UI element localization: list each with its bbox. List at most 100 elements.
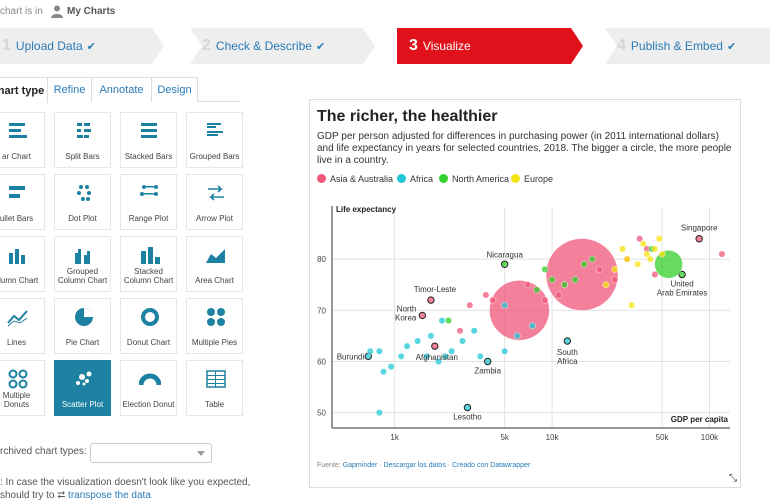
- source-link[interactable]: Gapminder: [342, 462, 378, 469]
- data-point: [533, 286, 541, 294]
- chart-type-label: Grouped Column Chart: [57, 267, 108, 285]
- folder-link[interactable]: My Charts: [67, 6, 116, 17]
- chart-type-tile[interactable]: Lines: [0, 298, 45, 354]
- point-label: Afghanistan: [416, 353, 458, 362]
- transpose-link[interactable]: transpose the data: [68, 490, 151, 501]
- sidebar-tabs: Chart type Refine Annotate Design: [0, 77, 240, 103]
- tab-refine[interactable]: Refine: [47, 77, 92, 102]
- chart-type-tile[interactable]: ar Chart: [0, 112, 45, 168]
- data-point: [366, 347, 374, 355]
- chart-type-label: Stacked Bars: [124, 152, 173, 161]
- data-point: [387, 363, 395, 371]
- chart-type-label: Split Bars: [65, 152, 100, 161]
- chart-type-tile[interactable]: Area Chart: [186, 236, 243, 292]
- chart-type-label: ar Chart: [2, 152, 31, 161]
- chart-type-label: Multiple Pies: [191, 338, 238, 347]
- step-visualize[interactable]: 3 Visualize: [397, 28, 583, 64]
- chart-type-icon: [73, 121, 95, 141]
- chart-subtitle: GDP per person adjusted for differences …: [317, 131, 732, 166]
- scatter-plot: 50 60 70 80 1k 5k 10k 50k 100k Life expectancy GDP…: [317, 205, 730, 442]
- data-point: [548, 276, 556, 284]
- chart-type-tile[interactable]: Arrow Plot: [186, 174, 243, 230]
- chart-type-tile[interactable]: ullet Bars: [0, 174, 45, 230]
- chart-type-icon: [205, 183, 227, 203]
- data-point: [643, 250, 651, 258]
- chart-type-icon: [73, 369, 95, 389]
- y-tick-label: 60: [317, 357, 326, 366]
- breadcrumb: chart is in My Charts: [0, 0, 770, 26]
- chart-type-icon: [139, 121, 161, 141]
- chart-type-tile[interactable]: Election Donut: [120, 360, 177, 416]
- chart-type-tile[interactable]: Table: [186, 360, 243, 416]
- point-label: Timor-Leste: [414, 285, 457, 294]
- legend-item: Europe: [511, 174, 553, 184]
- data-point: [602, 281, 610, 289]
- step-number: 2: [202, 37, 211, 54]
- transpose-icon: ⮂: [57, 490, 69, 501]
- datawrapper-link[interactable]: Creado con Datawrapper: [452, 462, 531, 469]
- point-label: Burundi: [337, 352, 365, 361]
- archived-chart-select[interactable]: [90, 443, 212, 463]
- user-icon: [51, 5, 63, 18]
- data-point: [438, 317, 446, 324]
- tab-chart-type[interactable]: Chart type: [0, 77, 48, 103]
- tab-design[interactable]: Design: [151, 77, 198, 102]
- chart-type-tile[interactable]: Stacked Bars: [120, 112, 177, 168]
- chart-type-tile[interactable]: Pie Chart: [54, 298, 111, 354]
- tab-annotate[interactable]: Annotate: [91, 77, 152, 102]
- data-point: [678, 270, 686, 279]
- download-link[interactable]: Descargar los datos: [383, 462, 446, 469]
- hint-text-2: should try to ⮂ transpose the data: [0, 490, 151, 501]
- chart-type-label: Scatter Plot: [61, 400, 104, 409]
- data-point: [695, 234, 703, 243]
- step-number: 1: [2, 37, 11, 54]
- chart-type-icon: [205, 121, 227, 141]
- chart-type-icon: [138, 369, 162, 389]
- x-axis-label: GDP per capita: [671, 415, 729, 424]
- chart-type-tile[interactable]: Scatter Plot: [54, 360, 111, 416]
- chart-type-icon: [139, 245, 161, 265]
- chart-type-label: Election Donut: [122, 400, 175, 409]
- chart-type-tile[interactable]: Grouped Column Chart: [54, 236, 111, 292]
- data-point: [403, 342, 411, 350]
- chart-type-icon: [7, 183, 29, 203]
- data-point: [435, 358, 442, 365]
- data-point: [397, 352, 405, 360]
- chart-type-tile[interactable]: Stacked Column Chart: [120, 236, 177, 292]
- x-tick-label: 1k: [390, 433, 399, 442]
- data-point: [563, 337, 572, 345]
- data-point: [414, 337, 422, 345]
- step-publish-embed[interactable]: 4 Publish & Embed ✔: [605, 28, 770, 64]
- point-label: North: [397, 304, 417, 313]
- chart-type-icon: [205, 369, 227, 389]
- data-point: [528, 322, 536, 330]
- chevron-down-icon: [197, 451, 205, 456]
- step-label: Check & Describe: [215, 39, 312, 53]
- chart-type-tile[interactable]: Multiple Donuts: [0, 360, 45, 416]
- chart-type-tile[interactable]: Donut Chart: [120, 298, 177, 354]
- chart-type-tile[interactable]: Grouped Bars: [186, 112, 243, 168]
- chart-footer: Fuente: Gapminder · Descargar los datos …: [317, 462, 531, 469]
- data-point: [541, 265, 549, 273]
- y-tick-label: 80: [317, 255, 326, 264]
- chart-type-tile[interactable]: olumn Chart: [0, 236, 45, 292]
- data-point: [580, 260, 588, 268]
- resize-handle-icon[interactable]: ⤡: [729, 473, 737, 484]
- data-point: [448, 347, 455, 355]
- legend-swatch: [511, 174, 520, 183]
- workflow-steps: 1 Upload Data ✔ 2 Check & Describe ✔ 3 V…: [0, 28, 770, 64]
- data-point: [441, 352, 449, 360]
- legend-swatch: [317, 174, 326, 183]
- x-tick-label: 5k: [500, 433, 509, 442]
- chart-type-tile[interactable]: Split Bars: [54, 112, 111, 168]
- chart-type-label: Stacked Column Chart: [123, 267, 174, 285]
- data-point: [611, 276, 619, 284]
- data-point: [611, 265, 619, 273]
- chart-type-tile[interactable]: Multiple Pies: [186, 298, 243, 354]
- chart-type-tile[interactable]: Dot Plot: [54, 174, 111, 230]
- step-check-describe[interactable]: 2 Check & Describe ✔: [190, 28, 375, 64]
- data-point: [596, 265, 603, 273]
- step-label: Upload Data: [15, 39, 83, 53]
- step-upload-data[interactable]: 1 Upload Data ✔: [0, 28, 164, 64]
- chart-type-tile[interactable]: Range Plot: [120, 174, 177, 230]
